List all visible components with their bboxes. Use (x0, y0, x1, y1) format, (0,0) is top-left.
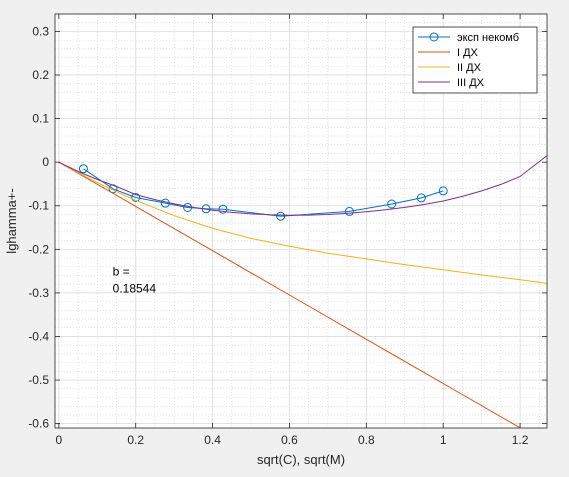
y-tick-label: -0.1 (28, 199, 49, 213)
legend-entry: III ДХ (457, 77, 485, 89)
plot-frame (54, 13, 548, 429)
series-line (58, 161, 522, 428)
y-tick-label: -0.6 (28, 417, 49, 431)
data-point (276, 211, 286, 221)
data-point (218, 204, 228, 214)
series-line (58, 155, 547, 216)
legend-entry: II ДХ (457, 62, 482, 74)
legend-marker (429, 32, 439, 42)
y-tick-label: -0.2 (28, 242, 49, 256)
x-tick-label: 0.2 (127, 433, 144, 447)
y-tick-label: -0.3 (28, 286, 49, 300)
x-tick-label: 1.2 (512, 433, 529, 447)
legend: эксп некомб I ДХ II ДХ III ДХ (412, 26, 538, 94)
legend-entry: эксп некомб (457, 32, 519, 44)
data-point (344, 206, 354, 216)
data-point (131, 192, 141, 202)
x-tick-label: 1 (440, 433, 447, 447)
series-line (58, 161, 547, 284)
axis-tick-labels: 0 0.2 0.4 0.6 0.8 1 1.2 -0.6 -0.5 -0.4 -0.3 -0.2 -0.… (28, 24, 528, 447)
y-tick-label: 0 (42, 155, 49, 169)
data-point (416, 193, 426, 203)
annotation-line: 0.18544 (113, 281, 157, 295)
y-tick-label: 0.3 (32, 24, 49, 38)
data-point (438, 186, 448, 196)
x-tick-label: 0.6 (281, 433, 298, 447)
x-tick-label: 0 (56, 433, 63, 447)
data-point (78, 164, 88, 174)
x-tick-label: 0.8 (358, 433, 375, 447)
y-tick-label: -0.4 (28, 329, 49, 343)
y-tick-label: 0.1 (32, 112, 49, 126)
annotation-line: b = (113, 264, 130, 278)
x-axis-label: sqrt(C), sqrt(M) (257, 452, 345, 467)
annotation: b = 0.18544 (113, 264, 157, 295)
x-tick-label: 0.4 (204, 433, 221, 447)
axis-ticks (55, 14, 547, 428)
series-layer (58, 155, 547, 428)
y-axis-label: lghamma+- (4, 188, 19, 253)
y-tick-label: -0.5 (28, 373, 49, 387)
y-tick-label: 0.2 (32, 68, 49, 82)
legend-entry: I ДХ (457, 47, 479, 59)
data-point (387, 199, 397, 209)
